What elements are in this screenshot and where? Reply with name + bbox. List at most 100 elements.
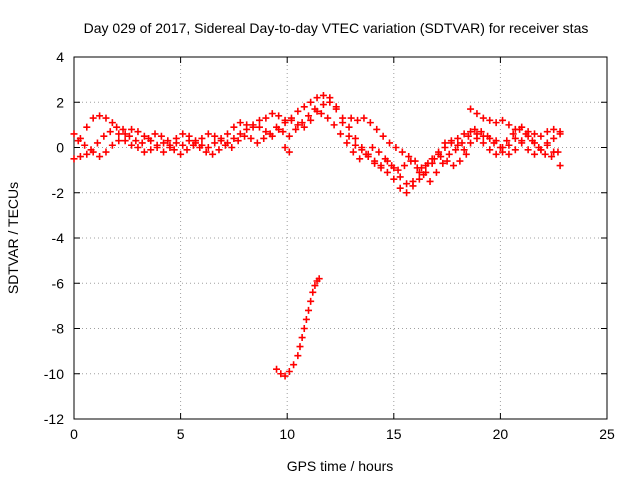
data-point (447, 137, 455, 145)
data-point (392, 144, 400, 151)
data-point (279, 128, 287, 136)
data-point (505, 141, 513, 149)
x-axis-label: GPS time / hours (287, 458, 394, 474)
data-point (535, 144, 543, 151)
data-point (294, 352, 302, 360)
series-outlier-track (273, 275, 323, 380)
data-point (499, 148, 507, 156)
data-point (307, 297, 315, 305)
data-point (268, 110, 276, 118)
data-point (437, 153, 445, 161)
data-point (285, 132, 293, 140)
data-point (467, 105, 475, 113)
data-point (460, 146, 468, 154)
data-point (305, 112, 313, 120)
data-point (262, 128, 270, 136)
data-point (296, 343, 304, 351)
data-point (426, 177, 434, 185)
data-point (349, 148, 357, 156)
data-point (511, 125, 519, 133)
data-point (449, 162, 457, 170)
data-point (215, 146, 223, 154)
data-point (247, 134, 255, 142)
data-point (543, 128, 551, 136)
data-point (183, 146, 191, 154)
data-point (83, 123, 91, 131)
data-point (418, 164, 426, 172)
data-point (204, 144, 212, 151)
data-point (398, 148, 406, 156)
data-point (420, 171, 428, 179)
data-point (83, 150, 91, 158)
data-point (294, 121, 302, 129)
data-point (273, 365, 281, 373)
data-point (305, 306, 313, 314)
y-tick-label: -2 (52, 185, 65, 201)
data-point (76, 153, 84, 161)
y-tick-label: -8 (52, 321, 65, 337)
data-point (285, 367, 293, 375)
data-point (326, 98, 334, 106)
data-point (454, 141, 462, 149)
data-point (294, 107, 302, 115)
data-point (484, 132, 492, 140)
data-point (202, 148, 210, 156)
x-tick-label: 5 (177, 426, 185, 442)
data-point (277, 370, 285, 378)
data-point (236, 130, 244, 138)
data-point (273, 123, 281, 131)
data-point (102, 148, 110, 156)
data-point (285, 148, 293, 156)
data-point (411, 157, 419, 165)
data-point (351, 134, 359, 142)
data-point (89, 114, 97, 122)
data-point (292, 125, 300, 133)
data-point (518, 139, 526, 147)
data-point (160, 148, 168, 156)
data-point (524, 128, 532, 136)
y-tick-label: 4 (56, 49, 64, 65)
data-point (452, 146, 460, 154)
data-point (492, 119, 500, 127)
data-point (548, 153, 556, 161)
data-point (381, 155, 389, 163)
data-point (324, 114, 332, 122)
data-point (317, 110, 325, 118)
y-tick-label: 2 (56, 94, 64, 110)
data-point (415, 175, 423, 183)
data-point (371, 157, 379, 165)
data-point (473, 110, 481, 118)
data-point (311, 105, 319, 113)
data-point (394, 166, 402, 174)
data-point (70, 155, 78, 163)
data-point (467, 139, 475, 147)
axis-ticks: 0 5 10 15 20 25 -12 -10 -8 -6 -4 -2 0 2 4 (44, 49, 615, 442)
data-point (477, 128, 485, 136)
data-point (432, 168, 440, 176)
data-point (236, 119, 244, 127)
y-tick-label: 0 (56, 140, 64, 156)
data-point (556, 162, 564, 170)
data-point (228, 144, 236, 151)
data-point (266, 130, 274, 138)
data-point (260, 134, 268, 142)
y-tick-label: -4 (52, 230, 65, 246)
data-point (255, 123, 263, 131)
data-point (464, 132, 472, 140)
data-point (189, 141, 197, 149)
data-point (309, 288, 317, 296)
data-point (106, 128, 114, 136)
data-point (330, 121, 338, 129)
data-point (307, 98, 315, 106)
data-point (132, 137, 140, 145)
data-point (403, 189, 411, 197)
data-point (128, 125, 136, 133)
data-point (230, 134, 238, 142)
grid-lines (74, 57, 607, 419)
x-tick-label: 0 (70, 426, 78, 442)
series-track-c (74, 105, 562, 185)
data-point (115, 130, 123, 138)
data-point (74, 137, 82, 145)
data-point (383, 168, 391, 176)
data-point (360, 114, 368, 122)
